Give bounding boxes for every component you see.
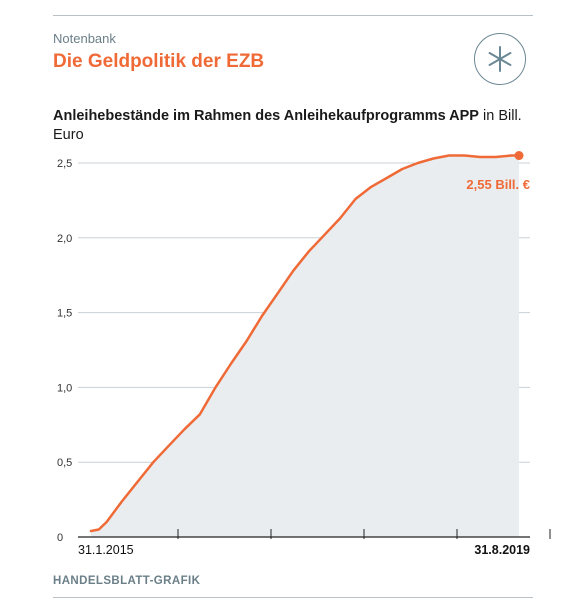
chart-title-main: Anleihebestände im Rahmen des Anleihekau… <box>53 108 479 124</box>
y-tick-label: 1,0 <box>57 382 72 394</box>
end-value-label: 2,55 Bill. € <box>466 177 530 192</box>
source-credit: HANDELSBLATT-GRAFIK <box>53 575 201 587</box>
x-start-label: 31.1.2015 <box>78 543 134 557</box>
y-tick-label: 0 <box>57 532 63 544</box>
series-area <box>91 155 519 537</box>
chart-title-unit: in Bill. Euro <box>53 108 522 143</box>
y-tick-label: 1,5 <box>57 308 72 320</box>
chart-title: Anleihebestände im Rahmen des Anleihekau… <box>53 107 523 145</box>
asterisk-icon <box>474 33 526 85</box>
y-tick-label: 2,5 <box>57 158 72 170</box>
section-kicker: Notenbank <box>53 31 116 46</box>
y-tick-label: 2,0 <box>57 233 72 245</box>
headline: Die Geldpolitik der EZB <box>53 51 265 72</box>
x-end-label: 31.8.2019 <box>474 543 530 557</box>
y-tick-label: 0,5 <box>57 457 72 469</box>
end-point-marker <box>514 151 524 161</box>
series-line <box>89 154 521 533</box>
bottom-rule <box>53 597 533 598</box>
top-rule <box>53 15 533 16</box>
